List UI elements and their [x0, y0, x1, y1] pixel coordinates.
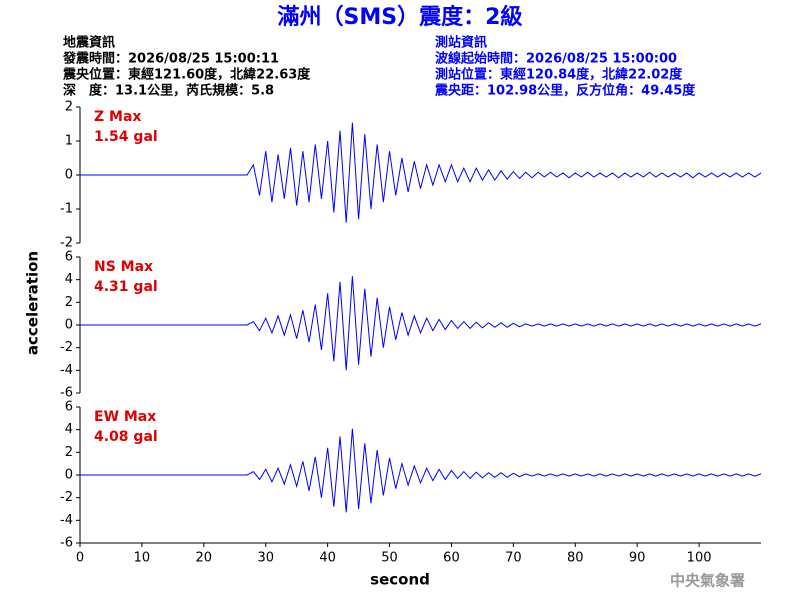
y-tick-label: 6 [65, 250, 73, 265]
y-tick-label: 0 [65, 168, 73, 183]
footer: 中央氣象署 [670, 572, 745, 590]
station-info: 測站資訊 波線起始時間：2026/08/25 15:00:00 測站位置：東經1… [434, 35, 696, 99]
event-info: 地震資訊 發震時間：2026/08/25 15:00:11 震央位置：東經121… [62, 35, 311, 99]
info-line: 深 度：13.1公里，芮氏規模：5.8 [63, 83, 274, 99]
x-tick-label: 100 [687, 551, 712, 566]
x-axis-label: second [370, 571, 430, 589]
x-tick-label: 0 [76, 551, 84, 566]
x-tick-label: 90 [629, 551, 646, 566]
y-tick-label: 4 [65, 422, 73, 437]
x-tick-label: 50 [381, 551, 398, 566]
chart-title: 滿州（SMS）震度：2級 [278, 4, 523, 30]
y-tick-label: -4 [60, 363, 73, 378]
max-annotation: NS Max [94, 259, 153, 275]
x-tick-label: 70 [505, 551, 522, 566]
max-annotation: 4.08 gal [94, 429, 158, 445]
x-tick-label: 10 [134, 551, 151, 566]
y-tick-label: 2 [65, 100, 73, 115]
y-tick-label: -1 [60, 202, 73, 217]
y-tick-label: -2 [60, 490, 73, 505]
y-tick-label: 1 [65, 134, 73, 149]
x-tick-label: 40 [319, 551, 336, 566]
y-tick-label: -2 [60, 236, 73, 251]
info-line: 測站位置：東經120.84度，北緯22.02度 [435, 67, 683, 83]
waveform [80, 122, 762, 223]
y-tick-label: 6 [65, 400, 73, 415]
y-tick-label: 0 [65, 468, 73, 483]
max-annotation: Z Max [94, 109, 141, 125]
max-annotation: 4.31 gal [94, 279, 158, 295]
info-line: 發震時間：2026/08/25 15:00:11 [62, 51, 279, 67]
info-line: 測站資訊 [435, 35, 487, 51]
max-annotation: 1.54 gal [94, 129, 158, 145]
info-line: 波線起始時間：2026/08/25 15:00:00 [435, 51, 677, 67]
y-tick-label: -4 [60, 513, 73, 528]
info-line: 地震資訊 [63, 35, 115, 51]
y-axis-label: acceleration [24, 251, 42, 355]
waveform [80, 276, 762, 371]
y-tick-label: 0 [65, 318, 73, 333]
max-annotation: EW Max [94, 409, 156, 425]
x-tick-label: 60 [443, 551, 460, 566]
x-tick-label: 30 [257, 551, 274, 566]
x-tick-label: 20 [196, 551, 213, 566]
y-tick-label: 4 [65, 272, 73, 287]
info-line: 震央位置：東經121.60度，北緯22.63度 [62, 67, 311, 83]
y-tick-label: -6 [60, 536, 73, 551]
y-tick-label: -2 [60, 340, 73, 355]
x-tick-label: 80 [567, 551, 584, 566]
info-line: 震央距：102.98公里，反方位角：49.45度 [434, 83, 696, 99]
y-tick-label: 2 [65, 295, 73, 310]
waveform [80, 428, 762, 513]
y-tick-label: -6 [60, 386, 73, 401]
y-tick-label: 2 [65, 445, 73, 460]
